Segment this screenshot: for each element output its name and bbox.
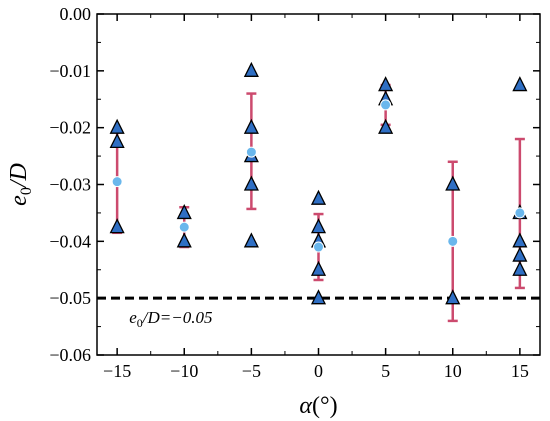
triangle-point-9: [243, 232, 259, 248]
triangle-point-3: [176, 203, 192, 220]
mean-point-1: [178, 221, 190, 233]
x-tick-label-6: 15: [511, 361, 529, 381]
threshold-label-var: e: [129, 308, 137, 327]
x-axis-title-var: α: [299, 393, 312, 419]
y-axis-title-sub: 0: [18, 187, 35, 195]
x-axis-title: α(°): [299, 393, 337, 419]
y-axis-title-var: e: [6, 195, 32, 206]
y-tick-label-4: −0.04: [49, 231, 91, 251]
mean-point-0: [111, 176, 123, 188]
triangle-point-14: [310, 289, 327, 305]
triangle-point-4: [176, 232, 192, 248]
triangle-marker-group: [109, 61, 528, 305]
triangle-point-8: [243, 175, 259, 191]
triangle-point-23: [512, 246, 528, 262]
x-tick-label-3: 0: [314, 361, 323, 381]
triangle-point-11: [310, 218, 327, 234]
mean-point-4: [380, 99, 392, 111]
mean-marker-group: [111, 99, 526, 253]
triangle-point-24: [512, 260, 528, 276]
triangle-point-1: [109, 132, 125, 149]
y-tick-label-0: 0.00: [60, 4, 92, 24]
triangle-point-19: [445, 289, 461, 305]
triangle-point-6: [243, 118, 259, 134]
x-tick-label-2: −5: [242, 361, 261, 381]
mean-point-5: [447, 235, 459, 247]
triangle-point-2: [109, 218, 125, 234]
axes: −15 −10 −5 0 5 10 15 0.00 −0.01 −0.02 −0.03 −0.04 −0…: [49, 4, 541, 381]
triangle-point-18: [445, 175, 461, 191]
y-axis-title: e0/D: [6, 163, 35, 206]
y-axis-title-rest: /D: [6, 163, 32, 189]
mean-point-2: [245, 146, 257, 158]
mean-point-3: [313, 241, 324, 253]
triangle-point-5: [243, 61, 259, 77]
x-axis-title-unit: (°): [312, 393, 338, 419]
x-tick-label-0: −15: [103, 361, 131, 381]
y-tick-label-5: −0.05: [49, 288, 91, 308]
x-tick-label-4: 5: [381, 361, 390, 381]
x-tick-label-1: −10: [170, 361, 198, 381]
threshold-label-sub: 0: [137, 316, 143, 330]
triangle-point-13: [310, 260, 327, 276]
y-tick-label-2: −0.02: [49, 118, 91, 138]
triangle-point-10: [310, 189, 327, 205]
triangle-point-0: [109, 118, 125, 134]
threshold-label: e0/D=−0.05: [129, 308, 212, 330]
triangle-point-17: [378, 118, 394, 134]
x-tick-label-5: 10: [444, 361, 462, 381]
y-tick-label-3: −0.03: [49, 175, 91, 195]
mean-point-6: [514, 207, 526, 219]
y-tick-label-1: −0.01: [49, 61, 91, 81]
triangle-point-20: [512, 76, 528, 92]
threshold-label-rest: /D=−0.05: [142, 308, 213, 327]
y-tick-label-6: −0.06: [49, 345, 91, 365]
triangle-point-22: [512, 232, 528, 248]
